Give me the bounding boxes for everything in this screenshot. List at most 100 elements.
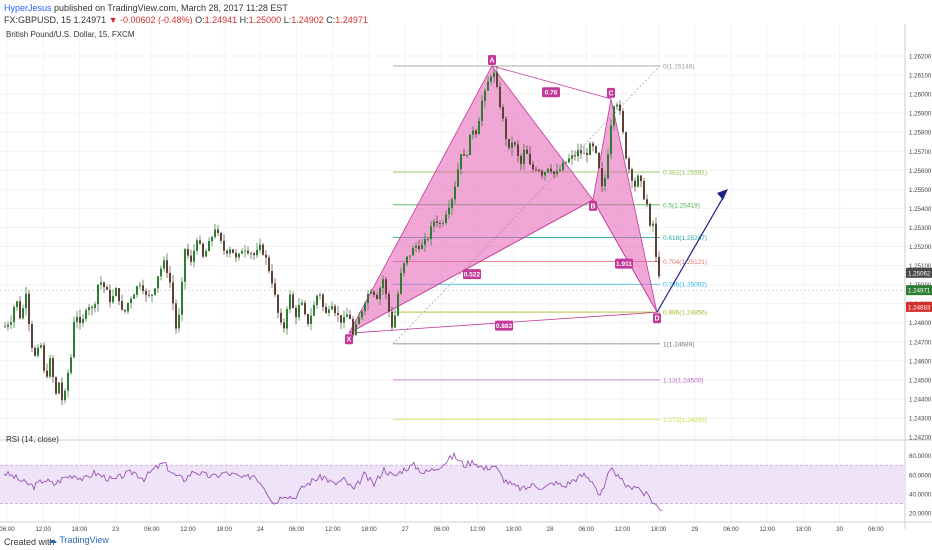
candle bbox=[583, 152, 585, 154]
fib-level-label: 0.382(1.25591) bbox=[663, 170, 707, 177]
candle bbox=[40, 345, 42, 348]
price-tick-label: 1.25900 bbox=[909, 111, 932, 118]
candle bbox=[658, 256, 660, 277]
pattern-ratio-line bbox=[592, 199, 658, 313]
candle bbox=[67, 372, 69, 391]
time-tick-label: 23 bbox=[112, 526, 119, 532]
price-marker-label: 1.25062 bbox=[908, 270, 931, 277]
point-label: A bbox=[489, 57, 494, 64]
candle bbox=[124, 309, 126, 312]
candle bbox=[43, 345, 45, 371]
candle bbox=[295, 307, 297, 318]
time-tick-label: 28 bbox=[547, 526, 554, 532]
candle bbox=[367, 293, 369, 304]
candle bbox=[595, 146, 597, 153]
price-marker bbox=[906, 267, 932, 278]
candle bbox=[589, 143, 591, 155]
candle bbox=[79, 316, 81, 323]
published-text: published on TradingView.com, March 28, … bbox=[54, 3, 288, 13]
candle bbox=[523, 149, 525, 165]
candle bbox=[616, 104, 618, 107]
candle bbox=[508, 138, 510, 148]
candle bbox=[448, 207, 450, 215]
candle bbox=[550, 168, 552, 172]
candle bbox=[544, 172, 546, 176]
candle bbox=[418, 245, 420, 249]
publish-info: HyperJesus published on TradingView.com,… bbox=[4, 3, 288, 13]
price-axis[interactable]: 1.26200 1.26100 1.26000 1.25900 1.25800 1.257… bbox=[904, 24, 932, 529]
candle bbox=[223, 240, 225, 251]
candle bbox=[229, 249, 231, 254]
price-tick-label: 1.25800 bbox=[909, 130, 932, 137]
candle bbox=[457, 169, 459, 187]
candle bbox=[259, 244, 261, 250]
candle bbox=[463, 154, 465, 156]
harmonic-pattern[interactable] bbox=[348, 65, 728, 335]
candle bbox=[133, 294, 135, 299]
candle bbox=[442, 222, 444, 224]
candle bbox=[604, 178, 606, 187]
candle bbox=[607, 154, 609, 179]
candle bbox=[364, 303, 366, 312]
candle bbox=[580, 150, 582, 154]
candle bbox=[214, 229, 216, 237]
price-tick-label: 1.24300 bbox=[909, 415, 932, 422]
candle bbox=[193, 250, 195, 262]
price-tick-label: 1.25300 bbox=[909, 225, 932, 232]
candle bbox=[490, 76, 492, 82]
candle bbox=[538, 169, 540, 172]
candle bbox=[619, 104, 621, 112]
candle bbox=[358, 317, 360, 325]
candle bbox=[415, 245, 417, 248]
tradingview-logo[interactable]: ☁ TradingView bbox=[48, 535, 109, 545]
candle bbox=[247, 250, 249, 254]
candle bbox=[46, 370, 48, 377]
candle bbox=[4, 326, 6, 328]
rsi-pane[interactable]: 80.0000 60.0000 40.0000 20.0000 bbox=[0, 439, 932, 518]
candle bbox=[346, 314, 348, 318]
candle bbox=[454, 186, 456, 200]
ratio-label: 0.883 bbox=[496, 323, 513, 330]
candle bbox=[340, 315, 342, 323]
time-tick-label: 18:00 bbox=[216, 526, 232, 532]
candle bbox=[592, 143, 594, 147]
fib-level-label: 0.618(1.25247) bbox=[663, 235, 707, 242]
chart-area[interactable]: 0(1.26148) 0.382(1.25591) 0.5(1.25419) 0.61… bbox=[0, 12, 932, 532]
candle bbox=[10, 322, 12, 325]
candle bbox=[427, 239, 429, 240]
price-tick-label: 1.25100 bbox=[909, 263, 932, 270]
candle bbox=[541, 171, 543, 176]
time-tick-label: 30 bbox=[836, 526, 843, 532]
time-tick-label: 18:00 bbox=[72, 526, 88, 532]
ratio-badge bbox=[495, 320, 513, 331]
candle bbox=[148, 294, 150, 296]
pattern-labels: X A B C D 0.522 0.76 1.911 0.883 bbox=[345, 54, 661, 345]
candle bbox=[172, 282, 174, 304]
candle bbox=[520, 155, 522, 165]
candle bbox=[292, 294, 294, 308]
candle bbox=[235, 252, 237, 258]
pattern-ratio-line bbox=[491, 65, 612, 100]
footer: Created with ☁ TradingView bbox=[0, 533, 932, 550]
time-tick-label: 06:00 bbox=[289, 526, 305, 532]
candle bbox=[115, 288, 117, 297]
author-link[interactable]: HyperJesus bbox=[4, 3, 52, 13]
candle bbox=[499, 86, 501, 108]
price-candles bbox=[4, 65, 660, 406]
candle bbox=[472, 130, 474, 135]
candle bbox=[562, 162, 564, 170]
price-tick-label: 1.24500 bbox=[909, 377, 932, 384]
price-tick-label: 1.24800 bbox=[909, 320, 932, 327]
time-axis[interactable]: 06:00 12:00 18:00 23 06:00 12:00 18:00 24 06:00 1… bbox=[0, 521, 932, 532]
point-badge bbox=[653, 313, 661, 324]
candle bbox=[430, 226, 432, 240]
candle bbox=[274, 283, 276, 295]
candle bbox=[532, 164, 534, 170]
time-tick-label: 18:00 bbox=[796, 526, 812, 532]
fib-level-label: 1.13(1.24500) bbox=[663, 377, 703, 384]
time-tick-label: 12:00 bbox=[35, 526, 51, 532]
time-tick-label: 06:00 bbox=[723, 526, 739, 532]
candle bbox=[49, 358, 51, 377]
candle bbox=[322, 294, 324, 307]
candle bbox=[253, 253, 255, 256]
